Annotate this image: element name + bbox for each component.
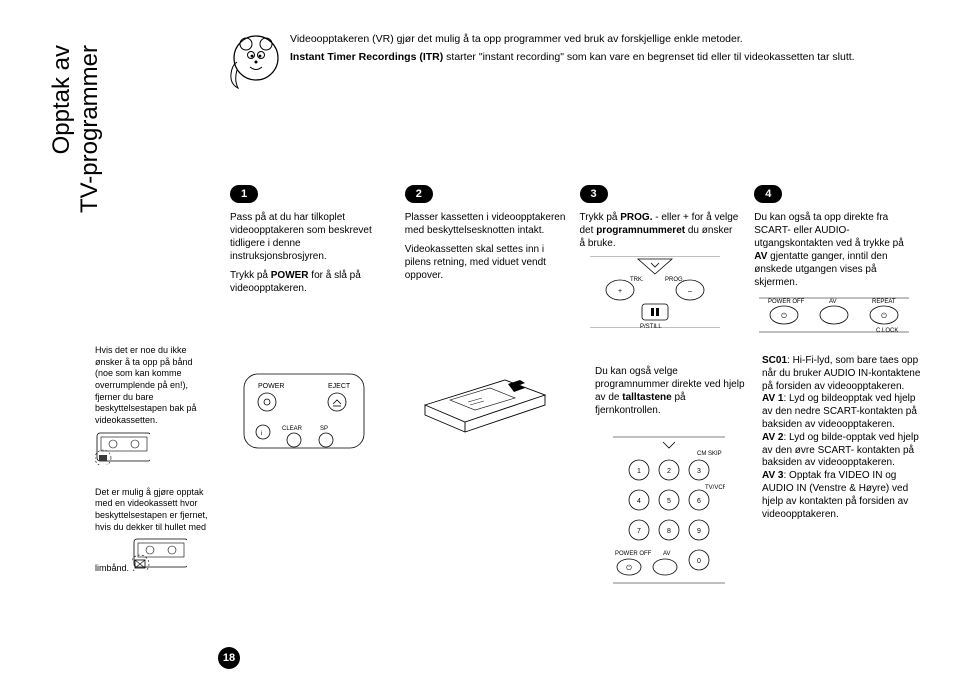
step-2: 2 Plasser kassetten i videoopptakeren me…	[405, 185, 566, 339]
sidebar-notes: Hvis det er noe du ikke ønsker å ta opp …	[95, 345, 210, 593]
cassette-insert-illustration	[420, 370, 550, 440]
svg-text:CM SKIP: CM SKIP	[697, 451, 722, 457]
svg-text:AV: AV	[829, 299, 837, 305]
steps-row: 1 Pass på at du har tilkoplet videooppta…	[230, 185, 915, 339]
rc-av2: AV 2: Lyd og bilde-opptak ved hjelp av d…	[762, 432, 927, 470]
rc-av1: AV 1: Lyd og bildeopptak ved hjelp av de…	[762, 393, 927, 431]
rc-av3: AV 3: Opptak fra VIDEO IN og AUDIO IN (V…	[762, 470, 927, 521]
svg-text:C.LOCK: C.LOCK	[876, 328, 898, 334]
svg-text:9: 9	[697, 528, 701, 535]
svg-text:POWER: POWER	[258, 383, 284, 390]
av-buttons-illustration: ⏻ POWER OFF AV ⏻ REPEAT C.LOCK	[754, 295, 914, 335]
svg-text:5: 5	[667, 498, 671, 505]
page-number: 18	[218, 647, 240, 669]
svg-text:EJECT: EJECT	[328, 383, 351, 390]
svg-text:7: 7	[637, 528, 641, 535]
lead-text: Videoopptakeren (VR) gjør det mulig å ta…	[290, 32, 855, 64]
step-num-2: 2	[405, 185, 433, 203]
title-line-1: Opptak av	[48, 45, 76, 154]
svg-text:⏻: ⏻	[881, 312, 887, 320]
step1-p1: Pass på at du har tilkoplet videoopptake…	[230, 211, 391, 263]
right-column: SC01: Hi-Fi-lyd, som bare taes opp når d…	[762, 355, 927, 521]
svg-text:REPEAT: REPEAT	[872, 299, 896, 305]
step2-p2: Videokassetten skal settes inn i pilens …	[405, 243, 566, 282]
svg-text:TRK.: TRK.	[630, 277, 644, 283]
svg-text:–: –	[688, 288, 692, 295]
svg-text:TV/VCR: TV/VCR	[705, 485, 725, 491]
svg-text:+: +	[617, 288, 621, 295]
svg-text:⏻: ⏻	[626, 564, 632, 572]
lead-section: Videoopptakeren (VR) gjør det mulig å ta…	[230, 32, 910, 94]
svg-text:P/STILL: P/STILL	[640, 324, 662, 328]
remote-top-illustration: POWER EJECT i CLEAR SP	[240, 370, 370, 450]
svg-text:i: i	[261, 431, 262, 437]
step3-extra-text: Du kan også velge programnummer direkte …	[595, 365, 745, 417]
svg-text:2: 2	[667, 468, 671, 475]
manual-page: Opptak av TV-programmer Videoopptakeren …	[0, 0, 960, 695]
cassette-icon-2	[132, 537, 187, 571]
step-num-4: 4	[754, 185, 782, 203]
svg-text:3: 3	[697, 468, 701, 475]
svg-text:8: 8	[667, 528, 671, 535]
step-3: 3 Trykk på PROG. - eller + for å velge d…	[580, 185, 741, 339]
svg-text:PROG.: PROG.	[665, 277, 685, 283]
keypad-illustration: CM SKIP 1 2 3 TV/VCR 4 5 6 7 8 9 0 POWER…	[605, 435, 725, 585]
lead-para-2: Instant Timer Recordings (ITR) starter "…	[290, 50, 855, 64]
svg-text:1: 1	[637, 468, 641, 475]
step-num-3: 3	[580, 185, 608, 203]
sidebar-note-2: Det er mulig å gjøre opptak med en video…	[95, 487, 210, 575]
step-num-1: 1	[230, 185, 258, 203]
lead-para-1: Videoopptakeren (VR) gjør det mulig å ta…	[290, 32, 855, 46]
step1-p2: Trykk på POWER for å slå på videoopptake…	[230, 269, 391, 295]
cassette-icon-1	[95, 431, 150, 465]
svg-text:4: 4	[637, 498, 641, 505]
sidebar-note-1: Hvis det er noe du ikke ønsker å ta opp …	[95, 345, 210, 469]
svg-text:CLEAR: CLEAR	[282, 426, 303, 432]
svg-text:SP: SP	[320, 426, 328, 432]
svg-text:⏻: ⏻	[781, 312, 787, 320]
step-1: 1 Pass på at du har tilkoplet videooppta…	[230, 185, 391, 339]
step-4: 4 Du kan også ta opp direkte fra SCART- …	[754, 185, 915, 339]
rc-sc01: SC01: Hi-Fi-lyd, som bare taes opp når d…	[762, 355, 927, 393]
title-line-2: TV-programmer	[76, 45, 104, 213]
svg-text:POWER OFF: POWER OFF	[768, 299, 805, 305]
mascot-icon	[230, 32, 280, 94]
prog-buttons-illustration: + – TRK. PROG. P/STILL	[580, 256, 730, 328]
step4-p1: Du kan også ta opp direkte fra SCART- el…	[754, 211, 915, 289]
step3-p1: Trykk på PROG. - eller + for å velge det…	[580, 211, 741, 250]
svg-text:AV: AV	[663, 551, 671, 557]
svg-text:6: 6	[697, 498, 701, 505]
step2-p1: Plasser kassetten i videoopptakeren med …	[405, 211, 566, 237]
svg-text:0: 0	[697, 558, 701, 565]
svg-text:POWER OFF: POWER OFF	[615, 551, 652, 557]
